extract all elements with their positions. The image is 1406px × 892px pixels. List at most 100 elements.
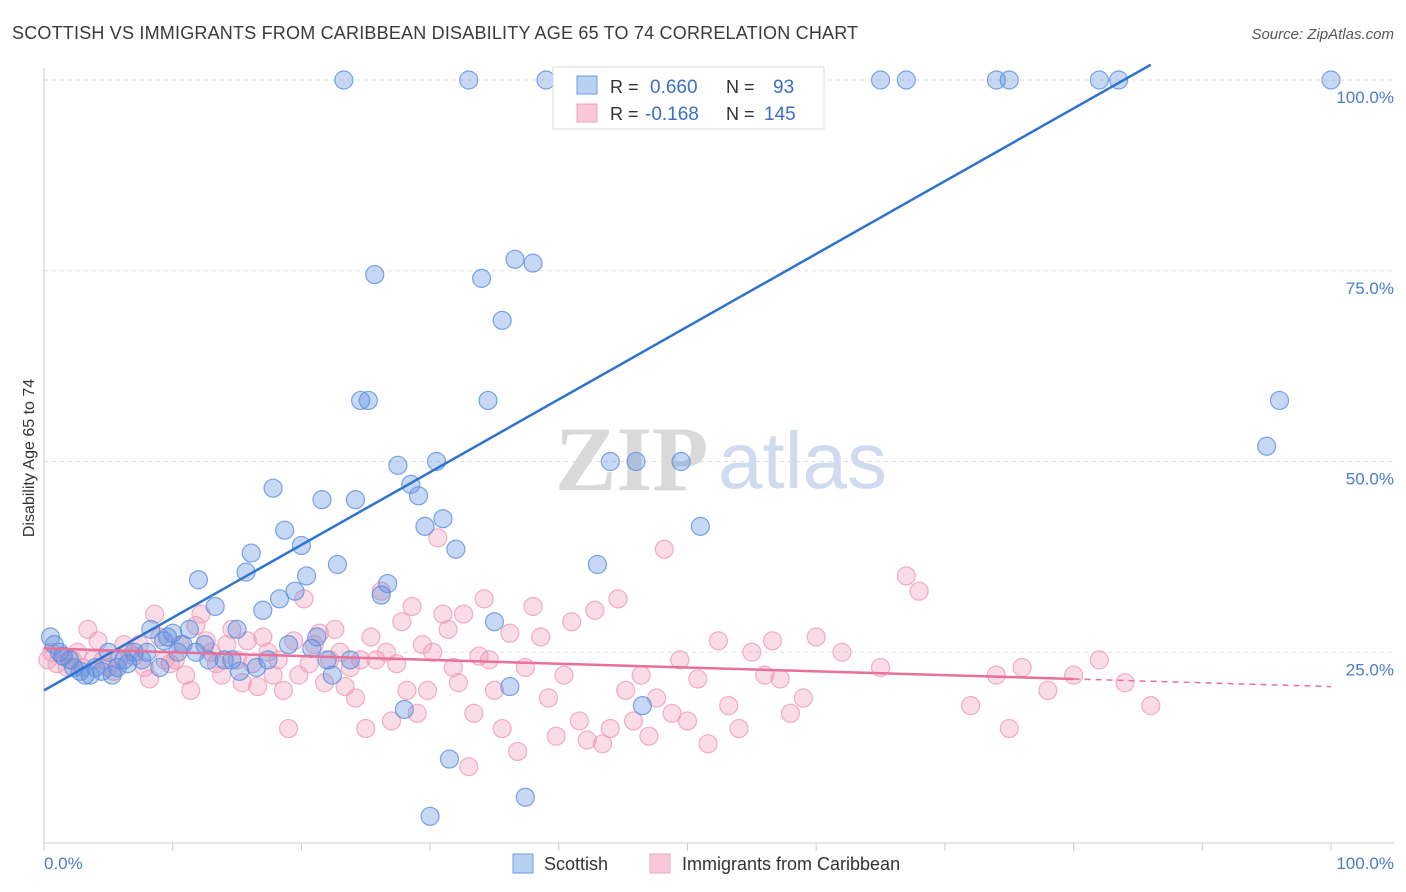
scottish-point: [484, 612, 505, 632]
scottish-point: [394, 699, 414, 720]
scottish-point: [1257, 436, 1277, 456]
scottish-point: [312, 490, 332, 510]
caribbean-point: [986, 665, 1006, 685]
scottish-point: [246, 657, 266, 678]
scottish-point: [492, 310, 512, 330]
caribbean-point: [212, 665, 232, 685]
caribbean-point: [453, 604, 474, 624]
scottish-point: [515, 787, 535, 807]
caribbean-trendline: [43, 647, 1074, 681]
legend-box-frame: [552, 66, 825, 130]
caribbean-point: [770, 669, 790, 689]
scottish-point: [258, 650, 278, 670]
scottish-point: [358, 390, 378, 411]
caribbean-point: [616, 680, 636, 701]
scottish-point: [433, 509, 453, 529]
caribbean-point: [492, 718, 512, 739]
x-tick-label-right: 100.0%: [1336, 854, 1394, 873]
caribbean-point: [500, 623, 520, 643]
y-tick-label: 25.0%: [1346, 660, 1394, 679]
scottish-point: [188, 570, 209, 590]
caribbean-point: [999, 718, 1019, 739]
chart-title: SCOTTISH VS IMMIGRANTS FROM CARIBBEAN DI…: [12, 23, 858, 43]
caribbean-point: [222, 619, 242, 639]
caribbean-point: [961, 696, 981, 716]
caribbean-point: [531, 627, 551, 647]
caribbean-point: [356, 718, 376, 739]
caribbean-point: [631, 665, 651, 685]
caribbean-point: [479, 650, 499, 670]
caribbean-point: [361, 627, 381, 647]
scottish-point: [345, 490, 366, 510]
legend-r-label-caribbean: R =: [610, 104, 639, 124]
scottish-point: [230, 661, 250, 681]
caribbean-point: [608, 589, 628, 609]
caribbean-point: [443, 657, 463, 678]
scottish-point: [334, 70, 354, 90]
caribbean-point: [412, 635, 432, 655]
caribbean-point: [729, 718, 749, 739]
scottish-point: [500, 676, 520, 697]
scottish-point: [1321, 70, 1341, 90]
caribbean-point: [387, 654, 407, 674]
scottish-point: [275, 520, 295, 540]
caribbean-point: [742, 642, 762, 662]
caribbean-point: [263, 665, 283, 685]
scottish-point: [92, 661, 112, 681]
caribbean-point: [407, 703, 427, 723]
caribbean-point: [464, 703, 484, 723]
scottish-point: [351, 390, 371, 411]
caribbean-point: [423, 642, 443, 662]
scottish-point: [107, 657, 127, 678]
scottish-point: [278, 635, 299, 655]
caribbean-point: [1038, 680, 1058, 701]
scottish-point: [587, 554, 608, 575]
scottish-point: [626, 451, 646, 472]
caribbean-point: [562, 612, 582, 632]
caribbean-point: [670, 650, 690, 670]
scottish-point: [227, 619, 247, 639]
caribbean-point: [438, 619, 458, 639]
caribbean-point: [258, 642, 278, 662]
caribbean-point: [793, 688, 813, 708]
scottish-point: [600, 451, 620, 472]
legend-r-value-scottish: 0.660: [650, 77, 698, 98]
watermark-atlas: atlas: [718, 416, 887, 505]
caribbean-point: [160, 654, 180, 674]
scottish-point: [307, 627, 327, 647]
caribbean-point: [662, 703, 682, 723]
legend-n-value-caribbean: 145: [764, 104, 796, 125]
caribbean-point: [448, 673, 469, 693]
legend-swatch-scottish: [576, 75, 598, 95]
caribbean-point: [253, 627, 273, 647]
caribbean-point: [546, 726, 566, 746]
scottish-point: [459, 70, 479, 90]
caribbean-point: [1063, 665, 1084, 685]
scottish-point: [317, 650, 337, 670]
scottish-point: [118, 654, 138, 674]
scottish-points: [40, 70, 1341, 826]
scottish-point: [478, 390, 498, 411]
y-axis-label: Disability Age 65 to 74: [21, 379, 38, 537]
caribbean-point: [381, 711, 402, 731]
caribbean-point: [654, 539, 674, 559]
legend-n-value-scottish: 93: [773, 77, 794, 98]
caribbean-point: [762, 631, 783, 651]
y-tick-labels: 100.0% 75.0% 50.0% 25.0%: [1336, 88, 1394, 679]
caribbean-point: [832, 642, 852, 662]
caribbean-trendline-extension: [1073, 678, 1332, 688]
y-tick-label: 100.0%: [1336, 88, 1394, 107]
caribbean-point: [314, 673, 335, 693]
scottish-point: [632, 696, 653, 716]
caribbean-point: [474, 589, 494, 609]
y-tick-label: 50.0%: [1346, 470, 1394, 489]
scottish-point: [378, 573, 398, 594]
scottish-point: [241, 543, 261, 563]
scottish-point: [671, 451, 691, 472]
scottish-point: [408, 486, 429, 506]
scottish-point: [690, 516, 710, 536]
scottish-point: [1089, 70, 1109, 90]
scottish-point: [999, 70, 1019, 90]
scottish-point: [536, 70, 556, 90]
scottish-point: [388, 455, 408, 475]
